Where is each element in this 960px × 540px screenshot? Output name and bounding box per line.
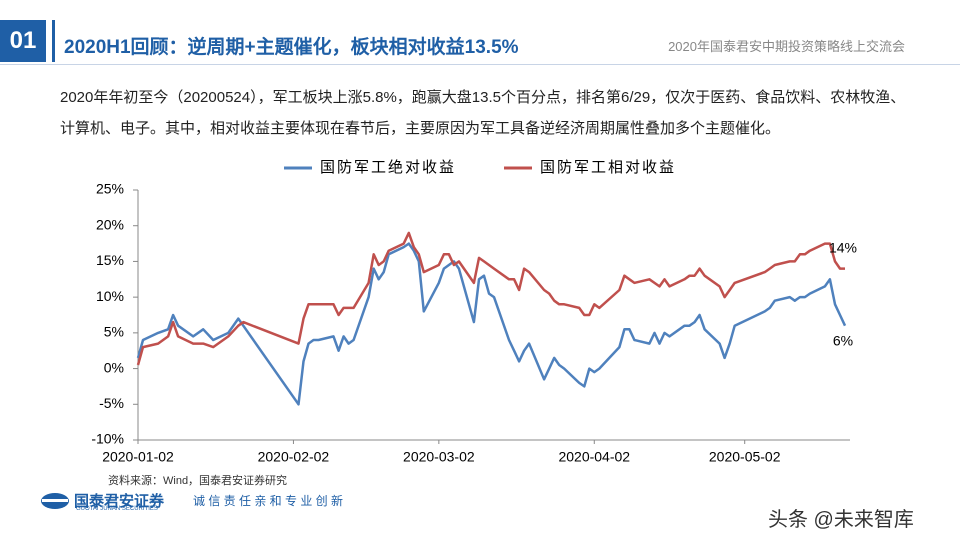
logo-english: GUOTAI JUNAN SECURITIES <box>76 506 158 512</box>
y-tick-label: -5% <box>99 395 124 411</box>
annotation: 6% <box>833 332 853 348</box>
y-tick-label: -10% <box>91 431 124 447</box>
y-tick-label: 15% <box>96 252 124 268</box>
y-tick-label: 25% <box>96 181 124 197</box>
legend-label: 国防军工相对收益 <box>540 159 676 176</box>
y-tick-label: 0% <box>104 359 124 375</box>
source-note: 资料来源：Wind，国泰君安证券研究 <box>108 475 288 487</box>
x-tick-label: 2020-02-02 <box>258 449 330 465</box>
logo-text: 国泰君安证券 <box>74 493 165 510</box>
body-text: 2020年年初至今（20200524），军工板块上涨5.8%，跑赢大盘13.5个… <box>60 89 906 137</box>
series-line <box>136 231 845 366</box>
legend-label: 国防军工绝对收益 <box>320 159 456 176</box>
x-tick-label: 2020-04-02 <box>558 449 630 465</box>
logo-icon <box>41 493 69 509</box>
y-tick-label: 20% <box>96 216 124 232</box>
x-tick-label: 2020-03-02 <box>403 449 475 465</box>
annotation: 14% <box>829 239 857 255</box>
y-tick-label: 10% <box>96 288 124 304</box>
event-name: 2020年国泰君安中期投资策略线上交流会 <box>668 39 905 54</box>
x-tick-label: 2020-05-02 <box>709 449 781 465</box>
series-line <box>136 242 847 406</box>
divider <box>52 20 55 62</box>
y-tick-label: 5% <box>104 324 124 340</box>
watermark: 头条 @未来智库 <box>768 509 914 531</box>
slogan: 诚 信 责 任 亲 和 专 业 创 新 <box>193 494 344 508</box>
header-rule <box>0 64 960 65</box>
slide-title: 2020H1回顾：逆周期+主题催化，板块相对收益13.5% <box>64 37 519 58</box>
x-tick-label: 2020-01-02 <box>102 449 174 465</box>
section-number: 01 <box>0 20 46 62</box>
